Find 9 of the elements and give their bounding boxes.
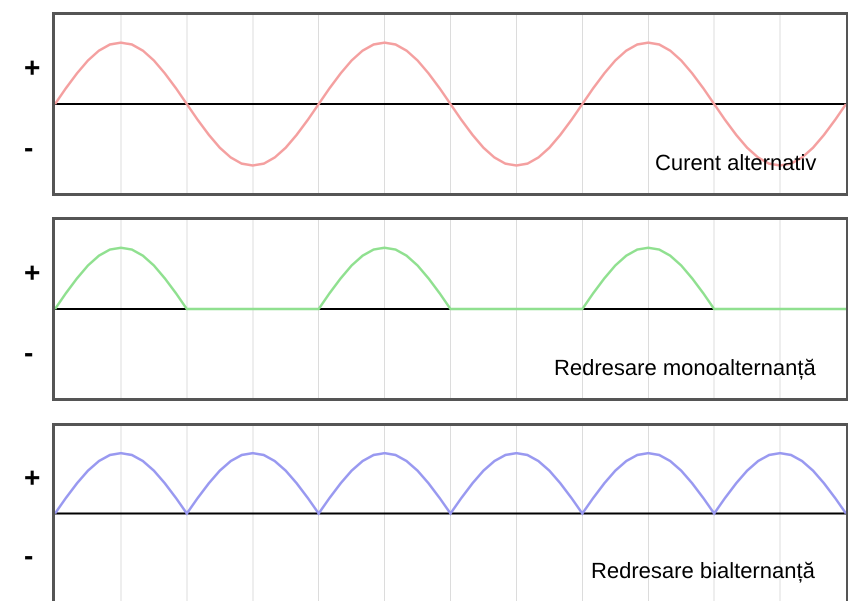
text: - — [24, 540, 34, 571]
text: + — [24, 257, 40, 288]
text: Redresare monoalternanță — [554, 355, 816, 380]
annotation: Curent alternativ — [655, 150, 816, 175]
text: Redresare bialternanță — [591, 558, 816, 583]
text: + — [24, 462, 40, 493]
text: - — [24, 337, 34, 368]
text: + — [24, 52, 40, 83]
text: - — [24, 132, 34, 163]
